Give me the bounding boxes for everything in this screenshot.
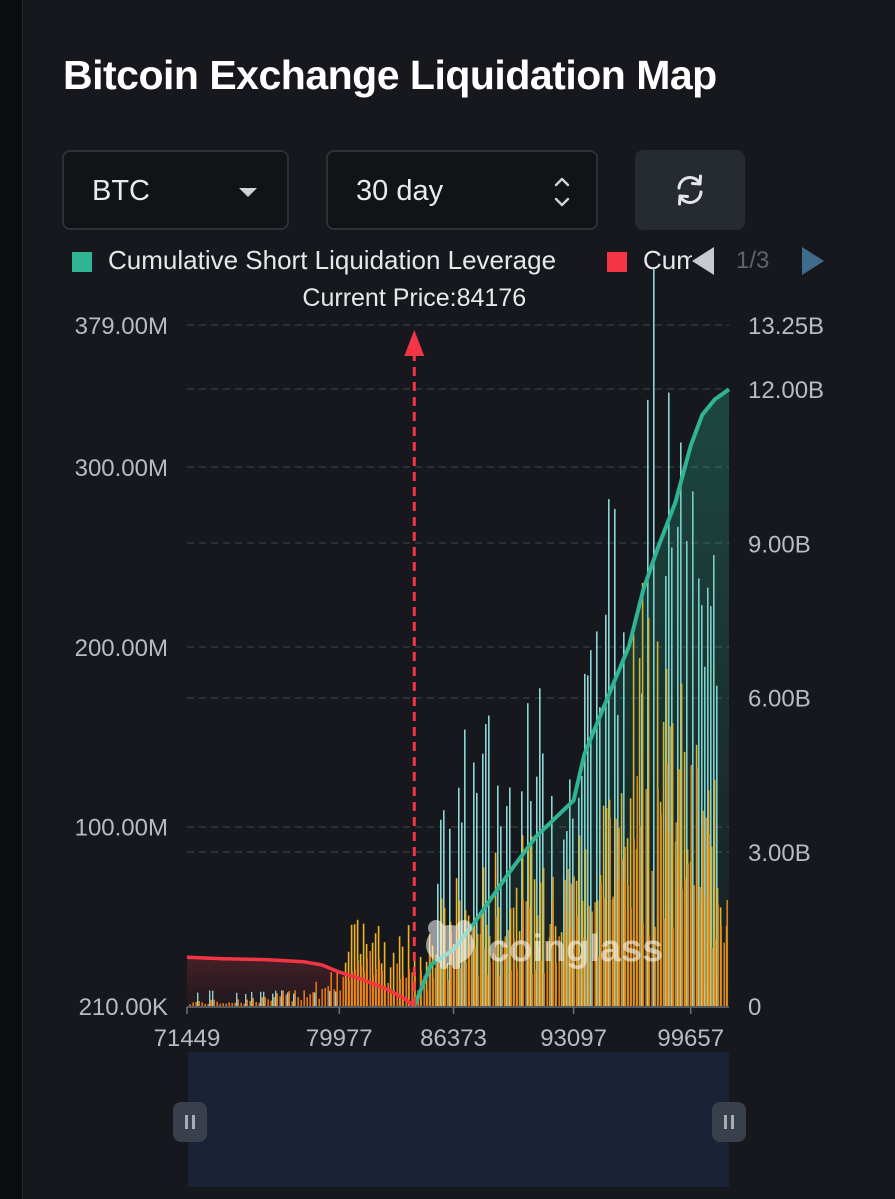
bar-high — [464, 729, 466, 1006]
bar-low — [399, 979, 401, 1006]
bar-low — [378, 958, 380, 1006]
bar-high — [473, 762, 475, 1006]
bar-mid — [407, 925, 410, 1006]
bar-high — [485, 724, 487, 1006]
bar-mid — [362, 923, 365, 1006]
bar-mid — [383, 942, 386, 1006]
y-right-tick-label: 6.00B — [748, 686, 811, 713]
bar-high — [449, 828, 451, 1006]
x-tick-label: 71449 — [154, 1025, 221, 1052]
watermark-text: coinglass — [488, 928, 663, 970]
bar-mid — [398, 936, 401, 1006]
y-right-tick-label: 9.00B — [748, 531, 811, 558]
current-price-arrow-icon — [404, 330, 425, 356]
bar-mid — [389, 967, 392, 1006]
bar-low — [408, 968, 410, 1006]
x-tick-label: 93097 — [540, 1025, 607, 1052]
chart-legend: Cumulative Short Liquidation Leverage Cu… — [72, 240, 692, 282]
x-tick-label: 79977 — [306, 1025, 373, 1052]
current-price-label: Current Price:84176 — [302, 284, 526, 312]
bar-high — [476, 792, 478, 1006]
bar-high — [488, 715, 490, 1006]
coin-select-value: BTC — [92, 175, 150, 207]
bar-mid — [392, 952, 395, 1006]
caret-down-icon — [239, 188, 257, 197]
y-left-tick-label: 100.00M — [75, 815, 168, 842]
y-left-tick-label: 200.00M — [75, 635, 168, 662]
legend-swatch-long — [607, 252, 627, 272]
y-right-tick-label: 3.00B — [748, 840, 811, 867]
refresh-button[interactable] — [635, 150, 745, 230]
bar-high — [458, 787, 460, 1006]
bar-low — [411, 972, 413, 1006]
long-cumulative-area — [187, 957, 415, 1006]
legend-label-short: Cumulative Short Liquidation Leverage — [108, 245, 557, 275]
refresh-icon — [677, 174, 703, 206]
navigator-left-handle[interactable] — [173, 1102, 207, 1142]
coin-select[interactable]: BTC — [62, 150, 289, 230]
x-tick-label: 86373 — [420, 1025, 487, 1052]
bar-high — [461, 822, 463, 1006]
legend-label-long: Cumulative Long Liquidation Leverage — [643, 245, 692, 275]
liquidation-chart: 379.00M 300.00M 200.00M 100.00M 210.00K 13.25… — [75, 268, 824, 1052]
bar-low — [369, 951, 371, 1006]
navigator-right-handle[interactable] — [712, 1102, 746, 1142]
legend-pager: 1/3 — [688, 243, 828, 279]
range-navigator[interactable] — [188, 1052, 729, 1187]
up-down-arrows-icon — [554, 174, 570, 210]
legend-next-arrow-icon[interactable] — [800, 245, 826, 277]
legend-prev-arrow-icon[interactable] — [690, 245, 716, 277]
y-left-tick-label: 210.00K — [79, 994, 168, 1021]
bar-low — [405, 977, 407, 1006]
time-range-select[interactable]: 30 day — [326, 150, 598, 230]
y-left-tick-label: 379.00M — [75, 313, 168, 340]
time-range-value: 30 day — [356, 175, 444, 207]
bar-low — [402, 975, 404, 1006]
bar-mid — [353, 924, 356, 1006]
short-cumulative-area — [414, 389, 729, 1006]
legend-page-indicator: 1/3 — [736, 247, 770, 274]
y-right-tick-label: 0 — [748, 994, 761, 1021]
long-cumulative-line — [186, 955, 416, 1008]
y-right-tick-label: 13.25B — [748, 313, 824, 340]
page-title: Bitcoin Exchange Liquidation Map — [63, 52, 717, 98]
y-left-tick-label: 300.00M — [75, 455, 168, 482]
coinglass-watermark: coinglass — [426, 920, 663, 970]
x-tick-label: 99657 — [657, 1025, 724, 1052]
bar-mid — [350, 924, 353, 1006]
y-right-tick-label: 12.00B — [748, 377, 824, 404]
bar-low — [396, 963, 398, 1006]
bar-mid — [371, 942, 374, 1006]
legend-swatch-short — [72, 252, 92, 272]
